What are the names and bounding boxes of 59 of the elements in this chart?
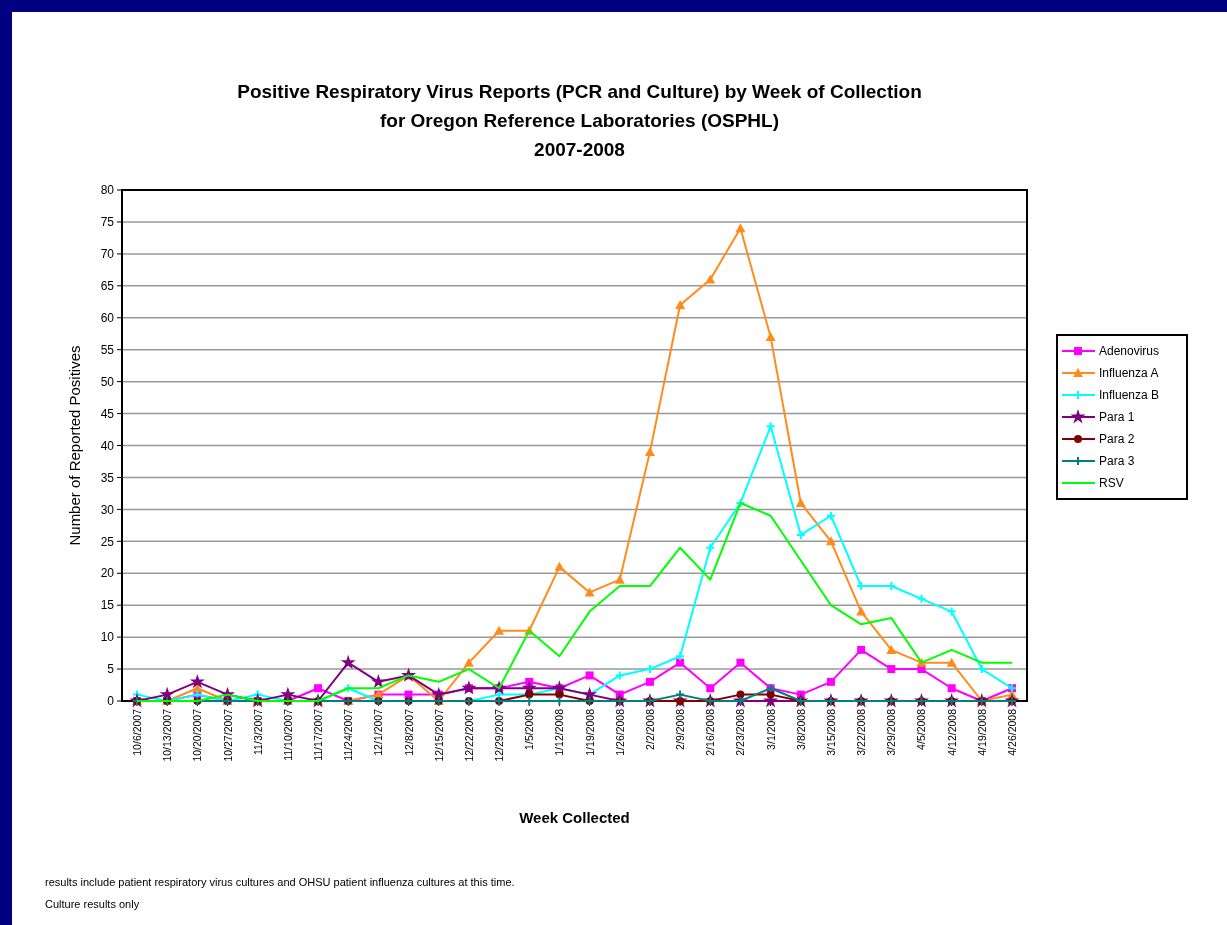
chart-title: Positive Respiratory Virus Reports (PCR and Culture) by Week of Collection for Oregon Reference Laboratories (OSPHL) 2007-2008 [237, 81, 922, 160]
y-tick-label: 75 [100, 215, 115, 230]
x-tick-label: 4/26/2008 [1006, 708, 1018, 756]
y-tick-label: 10 [100, 630, 115, 645]
x-tick-label: 11/24/2007 [342, 708, 355, 761]
x-tick-label: 3/15/2008 [824, 708, 837, 756]
x-tick-label: 10/27/2007 [221, 708, 234, 762]
legend-label: Para 3 [1099, 454, 1135, 469]
x-tick-label: 1/19/2008 [583, 708, 596, 756]
y-tick-label: 80 [100, 183, 115, 198]
legend-label: Adenovirus [1099, 344, 1160, 359]
x-tick-label: 12/22/2007 [462, 708, 475, 762]
x-tick-label: 12/8/2007 [402, 708, 415, 756]
y-tick-label: 15 [100, 598, 115, 613]
legend-label: Influenza A [1099, 366, 1159, 381]
y-tick-label: 5 [107, 662, 115, 677]
y-tick-label: 40 [100, 438, 115, 453]
x-tick-label: 10/13/2007 [161, 708, 174, 762]
y-tick-label: 25 [100, 534, 115, 549]
legend-label: Influenza B [1099, 388, 1160, 403]
x-tick-label: 4/12/2008 [945, 708, 958, 756]
x-tick-label: 10/6/2007 [131, 708, 143, 756]
y-tick-label: 65 [100, 279, 115, 294]
x-tick-label: 2/9/2008 [674, 708, 687, 750]
x-tick-label: 4/19/2008 [975, 708, 988, 756]
x-tick-label: 3/22/2008 [855, 708, 868, 756]
x-tick-label: 1/26/2008 [613, 708, 626, 756]
text: results include patient respiratory virus cultures and OHSU patient influenza cultures at this time. [45, 876, 515, 888]
legend-label: Para 2 [1099, 432, 1135, 447]
x-tick-label: 10/20/2007 [191, 708, 204, 762]
x-tick-label: 12/29/2007 [493, 708, 506, 762]
y-tick-label: 55 [100, 342, 115, 357]
y-tick-label: 60 [100, 310, 115, 325]
x-tick-label: 1/12/2008 [553, 708, 566, 756]
x-tick-label: 1/5/2008 [523, 708, 536, 750]
x-tick-label: 2/2/2008 [643, 708, 656, 750]
x-tick-label: 2/23/2008 [734, 708, 747, 756]
y-tick-label: 50 [100, 374, 115, 389]
legend-label: Para 1 [1099, 410, 1135, 425]
x-tick-label: 3/1/2008 [764, 708, 777, 750]
y-tick-label: 20 [100, 566, 115, 581]
legend-label: RSV [1099, 476, 1124, 491]
x-tick-label: 12/15/2007 [432, 708, 445, 762]
y-tick-label: 45 [100, 406, 115, 421]
x-tick-label: 11/17/2007 [312, 708, 325, 761]
x-tick-label: 3/29/2008 [885, 708, 898, 756]
x-tick-label: 11/10/2007 [281, 708, 294, 761]
y-tick-label: 35 [100, 470, 115, 485]
y-axis-title: Number of Reported Positives [66, 345, 83, 546]
y-tick-label: 30 [100, 502, 115, 517]
y-tick-label: 70 [100, 247, 115, 262]
x-tick-label: 11/3/2007 [251, 708, 264, 755]
x-tick-label: 4/5/2008 [915, 708, 928, 750]
x-axis-title: Week Collected [519, 809, 630, 826]
y-tick-label: 0 [107, 694, 115, 709]
text: Culture results only [45, 898, 140, 910]
x-tick-label: 12/1/2007 [372, 708, 385, 756]
x-tick-label: 2/16/2008 [704, 708, 717, 756]
x-tick-label: 3/8/2008 [794, 708, 807, 750]
